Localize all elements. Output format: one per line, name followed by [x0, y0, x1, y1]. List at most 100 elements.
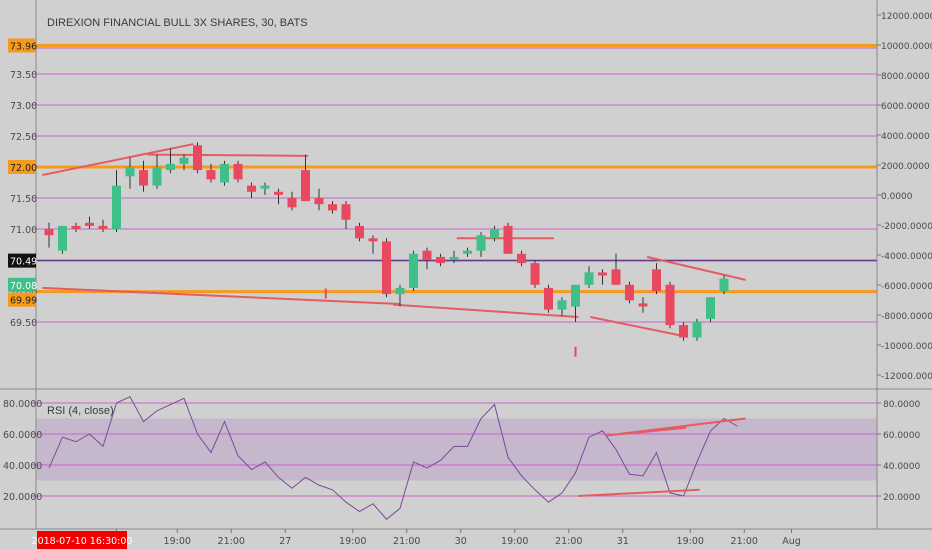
price-tag-label: 69.99: [10, 296, 37, 307]
candle-body: [287, 198, 297, 208]
candle-body: [449, 256, 459, 260]
time-tick-label: 19:00: [501, 536, 528, 547]
price-tick-label: 71.00: [10, 225, 37, 236]
candle-body: [679, 325, 688, 338]
candle-body: [463, 250, 472, 254]
rsi-right-label: 60.0000: [883, 431, 920, 441]
chart-title: DIREXION FINANCIAL BULL 3X SHARES, 30, B…: [47, 17, 308, 29]
candle-body: [112, 185, 121, 229]
trendline: [393, 303, 579, 319]
candle-body: [98, 225, 108, 229]
candle-body: [395, 287, 405, 295]
volume-tick-label: 0.0000: [881, 192, 913, 202]
candle-body: [557, 300, 567, 310]
time-tick-label: 21:00: [555, 536, 582, 547]
candle-body: [71, 225, 81, 229]
price-tick-label: 70.00: [10, 287, 37, 298]
volume-tick-label: 4000.0000: [881, 132, 930, 142]
candle-body: [301, 170, 310, 202]
trendline: [42, 286, 401, 306]
time-tick-label: 21:00: [393, 536, 420, 547]
candle-body: [544, 287, 553, 310]
trendline: [590, 316, 688, 338]
candle-body: [44, 229, 54, 236]
candle-body: [584, 272, 594, 285]
volume-tick-label: -12000.0000: [881, 372, 932, 382]
price-tag-label: 73.96: [10, 41, 37, 52]
candle-body: [179, 157, 189, 164]
candle-body: [409, 253, 418, 288]
volume-tick-label: -2000.0000: [881, 222, 932, 232]
volume-tick-label: -8000.0000: [881, 312, 932, 322]
trendline: [42, 143, 194, 177]
candle-body: [368, 238, 378, 242]
volume-tick-label: 2000.0000: [881, 162, 930, 172]
candle-body: [152, 167, 162, 186]
candle-body: [260, 185, 270, 189]
rsi-title: RSI (4, close): [47, 405, 114, 417]
candle-body: [247, 185, 256, 192]
price-tag-box: [8, 38, 36, 53]
price-tick-label: 72.50: [10, 132, 37, 143]
time-tick-label: 30: [455, 536, 467, 547]
candle-body: [598, 272, 607, 276]
time-tick-label: 19:00: [164, 536, 191, 547]
candle-body: [490, 229, 499, 239]
candle-body: [571, 284, 580, 307]
time-tick-label: 21:00: [731, 536, 758, 547]
volume-tick-label: -10000.0000: [881, 342, 932, 352]
rsi-left-label: 40.0000: [3, 461, 42, 472]
candle-body: [665, 284, 675, 326]
price-tick-label: 73.50: [10, 70, 37, 81]
candle-body: [233, 163, 243, 180]
candlestick-series: [44, 142, 729, 357]
candle-body: [436, 256, 445, 264]
candle-body: [85, 222, 94, 226]
rsi-band: [36, 418, 877, 481]
trendlines: [42, 143, 746, 338]
time-tick-label: 31: [617, 536, 629, 547]
trendline: [147, 153, 309, 157]
candle-body: [193, 145, 202, 171]
candle-body: [382, 241, 391, 295]
candle-body: [341, 204, 351, 220]
rsi-left-label: 60.0000: [3, 430, 42, 441]
rsi-trendline: [578, 488, 700, 497]
candle-body: [314, 198, 324, 205]
event-marker: [574, 346, 577, 357]
volume-tick-label: 8000.0000: [881, 72, 930, 82]
candle-body: [58, 225, 67, 251]
time-tick-label: 21:00: [218, 536, 245, 547]
candle-body: [125, 167, 135, 177]
rsi-left-label: 20.0000: [3, 492, 42, 503]
volume-tick-label: -6000.0000: [881, 282, 932, 292]
candle-body: [503, 225, 513, 254]
price-tag-box: [8, 292, 36, 307]
time-tick-label: 19:00: [677, 536, 704, 547]
event-marker: [324, 288, 327, 299]
candle-body: [517, 253, 526, 264]
candle-body: [328, 204, 337, 211]
candle-body: [206, 170, 216, 180]
candle-body: [638, 303, 648, 307]
price-tick-label: 71.50: [10, 194, 37, 205]
price-tag-box: [8, 277, 36, 292]
price-tick-label: 73.00: [10, 101, 37, 112]
candle-body: [476, 235, 486, 251]
price-tag-box: [8, 160, 36, 174]
time-tick-label: 19:00: [339, 536, 366, 547]
candle-body: [625, 284, 634, 301]
candle-body: [139, 170, 148, 186]
rsi-line: [48, 396, 738, 520]
candle-body: [652, 269, 661, 291]
candle-body: [530, 263, 540, 285]
rsi-left-label: 80.0000: [3, 399, 42, 410]
price-tick-label: 69.50: [10, 318, 37, 329]
time-tick-label: 27: [279, 536, 291, 547]
candle-body: [166, 163, 175, 171]
time-tag-box: [37, 531, 127, 549]
rsi-pane: [0, 388, 932, 520]
candle-body: [422, 250, 432, 260]
candle-body: [692, 322, 702, 338]
